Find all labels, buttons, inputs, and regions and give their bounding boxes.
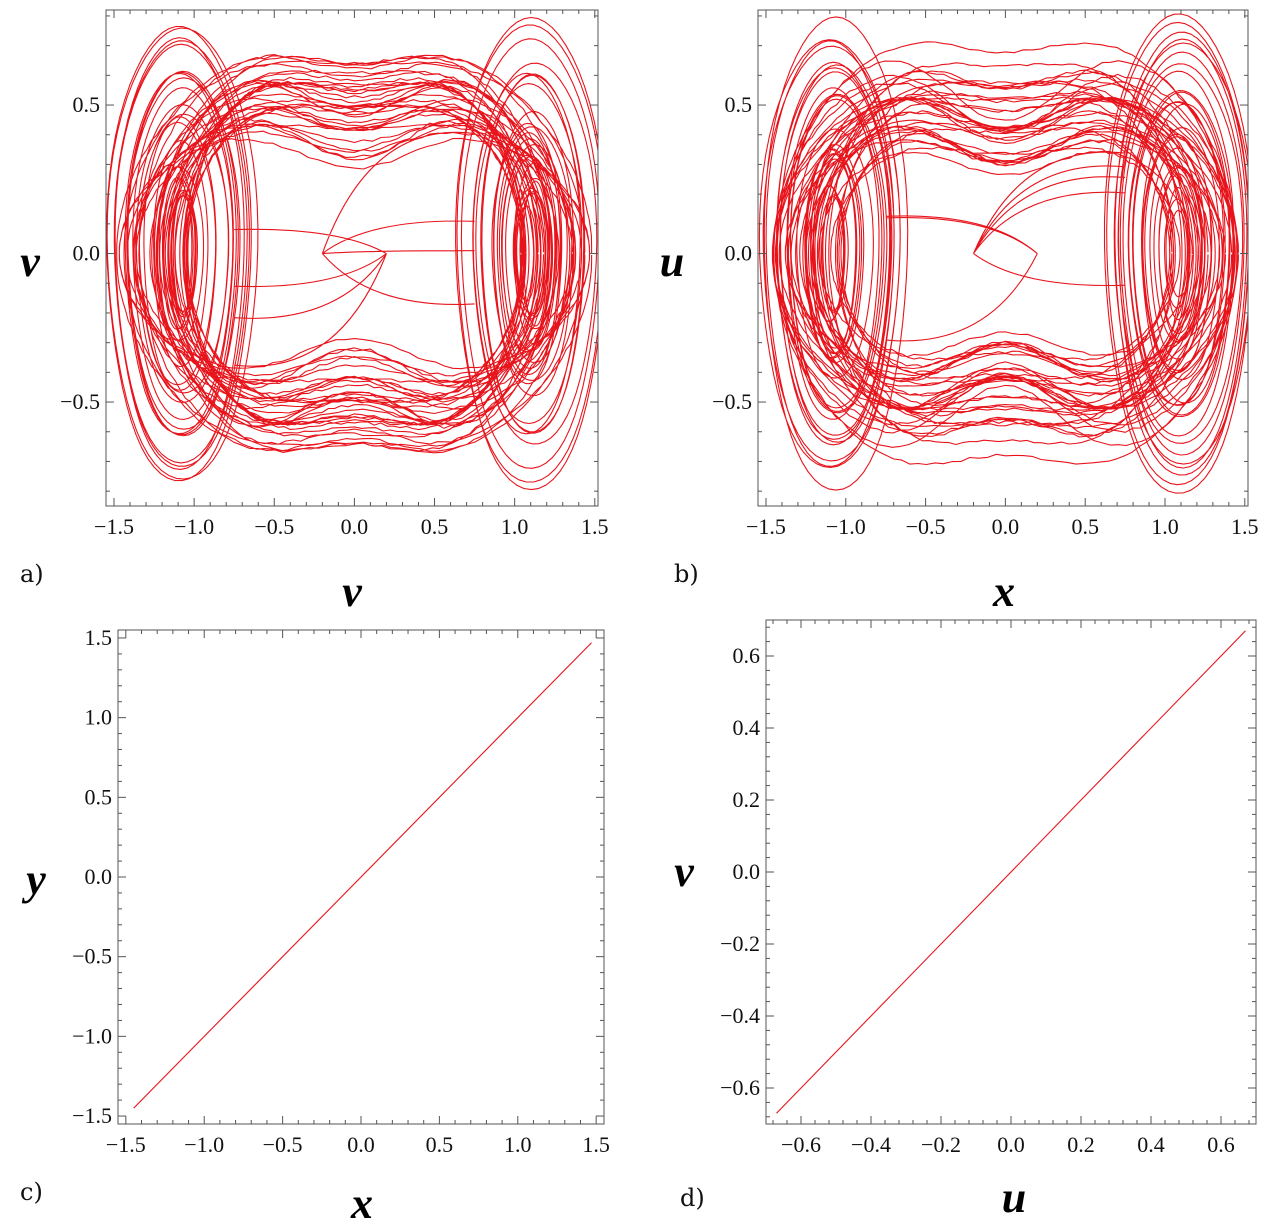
x-tick-label: −0.5 (263, 1132, 303, 1157)
x-axis-label: v (342, 567, 362, 616)
y-tick-label: 0.6 (733, 643, 761, 668)
x-tick-label: −1.0 (826, 514, 866, 539)
x-axis-label: u (1002, 1173, 1026, 1222)
x-tick-label: 0.0 (347, 1132, 375, 1157)
x-tick-label: 0.5 (426, 1132, 454, 1157)
y-tick-label: −1.5 (72, 1103, 112, 1128)
y-tick-label: 0.0 (733, 859, 761, 884)
y-tick-label: 1.5 (85, 625, 113, 650)
x-tick-label: −1.5 (106, 1132, 146, 1157)
attractor-curve (106, 16, 598, 491)
curve-group (133, 642, 592, 1109)
x-tick-label: −1.5 (94, 514, 134, 539)
series-line (133, 642, 592, 1109)
x-tick-label: 0.0 (997, 1132, 1025, 1157)
x-tick-label: −0.4 (851, 1132, 891, 1157)
x-tick-label: −1.5 (746, 514, 786, 539)
panel-letter: a) (20, 560, 44, 588)
x-tick-label: 0.0 (992, 514, 1020, 539)
x-tick-label: 1.5 (582, 1132, 610, 1157)
panel-letter: c) (20, 1178, 43, 1206)
x-tick-label: 0.4 (1137, 1132, 1165, 1157)
curve-group (758, 13, 1248, 494)
panel-letter: b) (674, 560, 699, 588)
x-tick-label: 1.5 (581, 514, 609, 539)
panel-a: −1.5 −1.0 −0.5 0.0 0.5 1.0 1.5 −0.5 0.0 0.5 v v a) (20, 9, 609, 616)
x-tick-label: 0.2 (1067, 1132, 1095, 1157)
y-tick-label: 0.2 (733, 787, 761, 812)
curve-group (776, 630, 1246, 1114)
y-tick-label: 0.0 (725, 241, 753, 266)
y-axis-label: u (660, 237, 684, 286)
plot-frame (757, 9, 1249, 507)
y-tick-label: 0.5 (85, 784, 113, 809)
y-axis-label: v (674, 847, 694, 896)
y-tick-label: 0.0 (85, 864, 113, 889)
x-tick-label: 0.5 (421, 514, 449, 539)
x-tick-label: −0.6 (781, 1132, 821, 1157)
x-tick-label: 1.5 (1231, 514, 1259, 539)
y-axis-label: y (21, 855, 46, 904)
x-tick-label: 1.0 (1151, 514, 1179, 539)
y-tick-label: −0.5 (712, 389, 752, 414)
y-tick-label: −0.6 (720, 1075, 760, 1100)
y-axis-label: v (20, 237, 40, 286)
x-tick-label: −0.5 (254, 514, 294, 539)
attractor-curve (758, 13, 1248, 494)
x-tick-label: −0.2 (921, 1132, 961, 1157)
series-line (776, 630, 1246, 1114)
x-axis-label: x (992, 567, 1015, 616)
y-tick-label: −0.4 (720, 1003, 760, 1028)
panel-b: −1.5 −1.0 −0.5 0.0 0.5 1.0 1.5 −0.5 0.0 0.5 x u b) (660, 9, 1259, 616)
x-tick-label: 1.0 (501, 514, 529, 539)
x-tick-label: −1.0 (184, 1132, 224, 1157)
x-tick-label: −0.5 (906, 514, 946, 539)
panel-d: −0.6 −0.4 −0.2 0.0 0.2 0.4 0.6 −0.6 −0.4 −0.2 0.0 0… (674, 619, 1257, 1222)
x-axis-label: x (350, 1179, 373, 1228)
panel-c: −1.5 −1.0 −0.5 0.0 0.5 1.0 1.5 −1.5 −1.0 −0.5 0.0 0… (20, 625, 610, 1228)
plot-frame (105, 9, 599, 507)
y-tick-label: 0.5 (725, 92, 753, 117)
x-tick-label: 0.5 (1071, 514, 1099, 539)
y-tick-label: −0.5 (60, 389, 100, 414)
x-tick-label: 0.0 (341, 514, 369, 539)
x-tick-label: 1.0 (504, 1132, 532, 1157)
y-tick-label: 0.4 (733, 715, 761, 740)
y-tick-label: 1.0 (85, 705, 113, 730)
y-tick-label: −0.2 (720, 931, 760, 956)
y-tick-label: 0.5 (73, 92, 101, 117)
y-tick-label: −0.5 (72, 944, 112, 969)
y-tick-label: −1.0 (72, 1023, 112, 1048)
curve-group (106, 16, 598, 491)
y-tick-label: 0.0 (73, 241, 101, 266)
x-tick-label: −1.0 (174, 514, 214, 539)
x-tick-label: 0.6 (1207, 1132, 1235, 1157)
panel-letter: d) (680, 1184, 705, 1212)
